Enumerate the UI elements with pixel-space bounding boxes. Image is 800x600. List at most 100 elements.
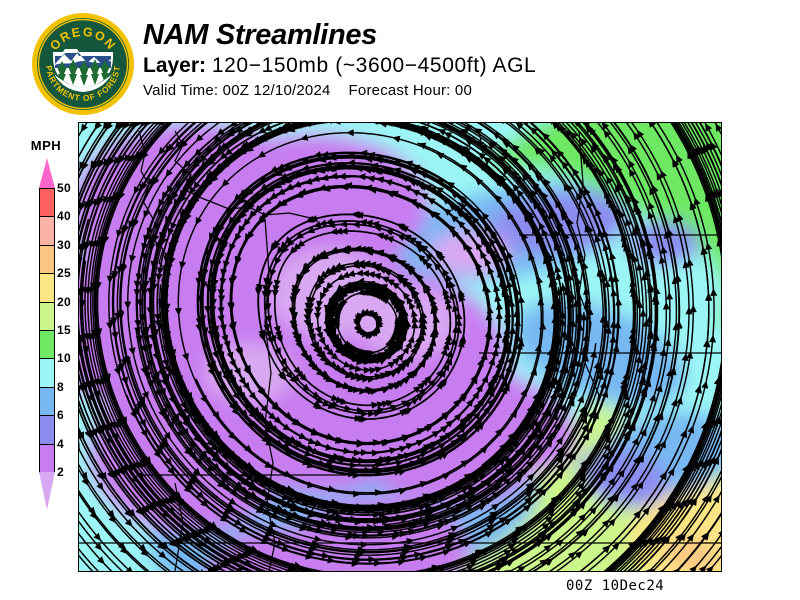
arrowhead <box>218 238 225 247</box>
arrowhead <box>148 278 156 287</box>
arrowhead <box>219 278 227 286</box>
arrowhead <box>227 303 235 312</box>
arrowhead <box>92 378 99 387</box>
arrowhead <box>541 191 549 200</box>
arrowhead <box>141 242 149 251</box>
arrowhead <box>611 542 620 551</box>
arrowhead <box>235 131 244 139</box>
arrowhead <box>161 440 169 449</box>
arrowhead <box>252 406 261 415</box>
arrowhead <box>107 509 115 518</box>
arrowhead <box>285 569 289 571</box>
arrowhead <box>437 129 447 136</box>
arrowhead <box>366 523 375 531</box>
arrowhead <box>295 231 304 240</box>
arrowhead <box>553 357 561 366</box>
colorbar-segment <box>39 415 55 444</box>
arrowhead <box>269 334 277 344</box>
arrowhead <box>402 291 410 300</box>
arrowhead <box>154 319 162 328</box>
arrowhead <box>185 212 192 222</box>
arrowhead <box>477 468 486 476</box>
arrowhead <box>625 245 632 254</box>
arrowhead <box>308 296 316 305</box>
arrowhead <box>196 491 205 499</box>
colorbar-tick: 40 <box>57 209 71 224</box>
arrowhead <box>155 241 163 250</box>
arrowhead <box>197 539 206 547</box>
arrowhead <box>238 391 247 400</box>
arrowhead <box>372 518 381 525</box>
arrowhead <box>377 501 386 509</box>
arrowhead <box>633 197 640 206</box>
arrowhead <box>319 350 327 359</box>
arrowhead <box>79 246 82 250</box>
arrowhead <box>543 382 551 391</box>
arrowhead <box>429 293 436 302</box>
arrowhead <box>248 406 257 415</box>
arrowhead <box>543 544 552 553</box>
streamline <box>608 123 721 571</box>
arrowhead <box>627 406 635 415</box>
arrowhead <box>225 227 233 236</box>
arrowhead <box>328 268 337 276</box>
arrowhead <box>602 320 610 328</box>
arrowhead <box>575 123 581 127</box>
arrowhead <box>425 253 433 261</box>
arrowhead <box>412 202 422 210</box>
arrowhead <box>277 246 285 255</box>
arrowhead <box>94 427 102 436</box>
arrowhead <box>134 319 142 328</box>
arrowhead <box>161 510 170 518</box>
arrowhead <box>181 168 189 177</box>
arrowhead <box>381 351 390 359</box>
arrowhead <box>529 127 538 135</box>
arrowhead <box>457 195 466 203</box>
arrowhead <box>277 188 286 196</box>
arrowhead <box>682 260 690 269</box>
arrowhead <box>170 222 177 231</box>
arrowhead <box>409 301 416 310</box>
arrowhead <box>406 538 415 545</box>
arrowhead <box>416 273 424 282</box>
arrowhead <box>633 132 641 141</box>
arrowhead <box>248 410 257 419</box>
arrowhead <box>610 201 618 210</box>
arrowhead <box>248 480 257 488</box>
arrowhead <box>268 412 277 421</box>
arrowhead <box>403 452 412 460</box>
arrowhead <box>216 128 225 136</box>
streamline <box>509 123 668 571</box>
arrowhead <box>660 245 668 254</box>
streamline-map[interactable] <box>78 122 722 572</box>
map-canvas <box>79 123 721 571</box>
arrowhead <box>470 374 477 383</box>
arrowhead <box>198 316 206 325</box>
arrowhead <box>187 204 195 213</box>
arrowhead <box>320 151 329 158</box>
arrowhead <box>495 360 502 370</box>
arrowhead <box>709 417 716 426</box>
arrowhead <box>336 513 345 521</box>
arrowhead <box>551 351 558 360</box>
arrowhead <box>475 261 483 270</box>
streamline <box>627 123 721 571</box>
arrowhead <box>578 513 587 522</box>
arrowhead <box>289 296 297 305</box>
arrowhead <box>486 305 494 314</box>
arrowhead <box>239 525 248 533</box>
arrowhead <box>79 442 80 451</box>
arrowhead <box>162 285 170 293</box>
arrowhead <box>221 179 230 187</box>
arrowhead <box>558 249 566 258</box>
arrowhead <box>620 233 628 242</box>
arrowhead <box>544 361 552 370</box>
arrowhead <box>175 378 182 387</box>
arrowhead <box>541 522 550 531</box>
arrowhead <box>133 280 141 289</box>
arrowhead <box>450 337 457 346</box>
arrowhead <box>367 410 376 418</box>
arrowhead <box>79 336 83 345</box>
arrowhead <box>347 505 356 512</box>
arrowhead <box>347 159 355 167</box>
